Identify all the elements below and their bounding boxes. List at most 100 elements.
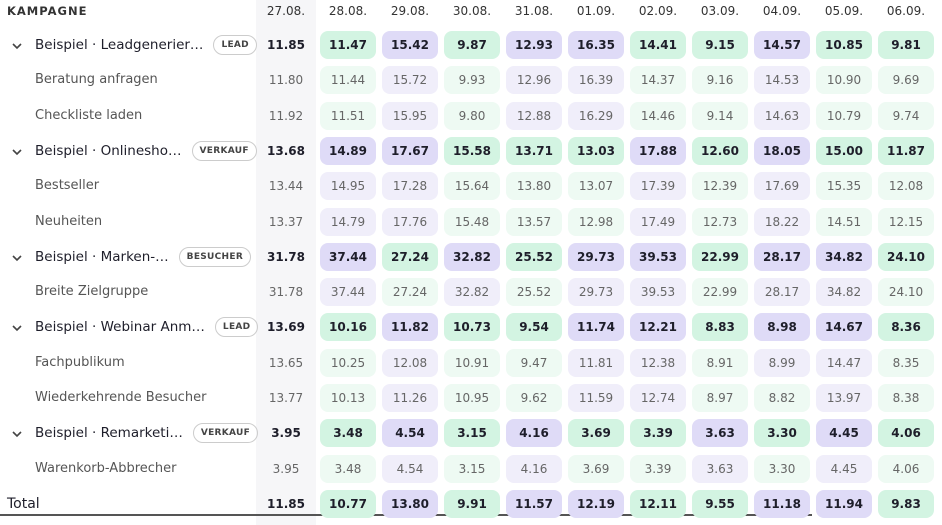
value-cell: 14.95 [320,172,376,201]
value-cell: 4.54 [382,419,438,448]
value-cell: 11.18 [754,489,810,518]
value-cell: 13.68 [267,143,305,158]
value-cell: 11.80 [268,73,304,88]
date-header: 06.09. [886,4,926,18]
expand-chevron[interactable] [10,144,24,158]
value-cell: 10.77 [320,489,376,518]
date-header: 28.08. [328,4,368,18]
value-cell: 9.47 [506,348,562,377]
group-label: Beispiel · Webinar Anm… [35,319,205,336]
value-cell: 3.63 [692,454,748,483]
value-cell: 12.11 [630,489,686,518]
value-cell: 24.10 [878,242,934,271]
value-cell: 11.59 [568,384,624,412]
value-cell: 39.53 [630,242,686,271]
expand-chevron[interactable] [10,38,24,52]
value-cell: 8.83 [692,313,748,342]
value-cell: 15.95 [382,101,438,130]
value-cell: 17.28 [382,172,438,201]
value-cell: 12.08 [382,348,438,377]
chevron-icon [12,431,22,438]
value-cell: 28.17 [754,242,810,271]
value-cell: 15.58 [444,136,500,165]
value-cell: 9.69 [878,66,934,95]
value-cell: 17.69 [754,172,810,201]
value-cell: 27.24 [382,278,438,307]
value-cell: 3.95 [271,426,301,441]
value-cell: 13.80 [382,489,438,518]
date-header: 30.08. [452,4,492,18]
expand-chevron[interactable] [10,426,24,440]
value-cell: 3.69 [568,419,624,448]
value-cell: 12.21 [630,313,686,342]
value-cell: 15.00 [816,136,872,165]
value-cell: 3.15 [444,419,500,448]
goal-badge: LEAD [213,35,257,55]
child-label: Bestseller [35,178,100,194]
value-cell: 14.89 [320,136,376,165]
value-cell: 37.44 [320,278,376,307]
value-cell: 25.52 [506,278,562,307]
value-cell: 16.35 [568,31,624,59]
value-cell: 17.88 [630,136,686,165]
value-cell: 18.05 [754,136,810,165]
value-cell: 12.88 [506,101,562,130]
value-cell: 12.38 [630,348,686,377]
value-cell: 10.25 [320,348,376,377]
first-column-bg [256,0,316,525]
group-label: Beispiel · Leadgenerier… [35,37,204,53]
goal-badge: VERKAUF [192,423,259,444]
value-cell: 17.67 [382,136,438,165]
value-cell: 13.03 [568,136,624,165]
value-cell: 32.82 [444,242,500,271]
value-cell: 31.78 [267,249,305,264]
value-cell: 12.73 [692,207,748,236]
value-cell: 13.71 [506,136,562,165]
value-cell: 16.29 [568,101,624,130]
value-cell: 4.16 [506,454,562,483]
value-cell: 8.82 [754,384,810,412]
value-cell: 15.35 [816,172,872,201]
value-cell: 10.16 [320,313,376,342]
value-cell: 9.55 [692,489,748,518]
date-header: 27.08. [266,4,306,18]
child-label: Neuheiten [35,213,103,229]
child-label: Wiederkehrende Besucher [35,390,207,405]
value-cell: 11.87 [878,136,934,165]
value-cell: 10.79 [816,101,872,130]
value-cell: 17.76 [382,207,438,236]
goal-badge: BESUCHER [178,246,252,267]
value-cell: 10.90 [816,66,872,95]
value-cell: 8.98 [754,313,810,342]
expand-chevron[interactable] [10,320,24,334]
value-cell: 31.78 [268,285,304,300]
value-cell: 12.08 [878,172,934,201]
value-cell: 10.13 [320,384,376,412]
value-cell: 15.64 [444,172,500,201]
expand-chevron[interactable] [10,250,24,264]
value-cell: 12.93 [506,31,562,59]
value-cell: 25.52 [506,242,562,271]
value-cell: 15.42 [382,31,438,59]
value-cell: 10.85 [816,31,872,59]
value-cell: 9.62 [506,384,562,412]
value-cell: 27.24 [382,242,438,271]
date-header: 04.09. [762,4,802,18]
child-label: Breite Zielgruppe [35,284,149,300]
value-cell: 14.47 [816,348,872,377]
child-label: Warenkorb-Abbrecher [35,460,177,476]
date-header: 05.09. [824,4,864,18]
value-cell: 16.39 [568,66,624,95]
value-cell: 11.26 [382,384,438,412]
date-header: 02.09. [638,4,678,18]
date-header: 03.09. [700,4,740,18]
value-cell: 9.74 [878,101,934,130]
value-cell: 14.46 [630,101,686,130]
chevron-icon [12,43,22,50]
chevron-icon [12,149,22,156]
value-cell: 34.82 [816,278,872,307]
value-cell: 12.15 [878,207,934,236]
value-cell: 13.97 [816,384,872,412]
value-cell: 4.54 [382,454,438,483]
